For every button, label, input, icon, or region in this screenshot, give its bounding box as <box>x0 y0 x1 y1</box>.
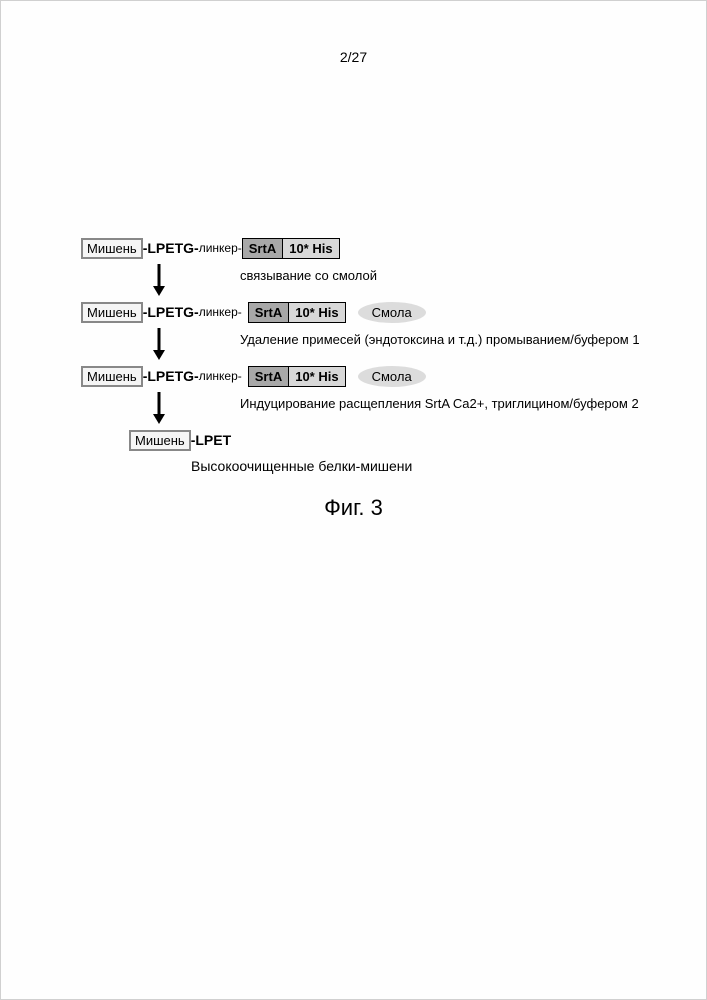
arrow-down-icon <box>149 392 169 426</box>
srta-box: SrtA <box>248 366 289 387</box>
srta-box: SrtA <box>248 302 289 323</box>
final-step-row: Мишень -LPET <box>81 426 641 454</box>
arrow-1-label: связывание со смолой <box>236 264 377 283</box>
his-box: 10* His <box>288 302 345 323</box>
arrow-2-row: Удаление примесей (эндотоксина и т.д.) п… <box>81 328 641 362</box>
step-3-row: Мишень -LPETG- линкер- SrtA 10* His Смол… <box>81 362 641 390</box>
resin-oval: Смола <box>358 302 426 323</box>
target-box: Мишень <box>81 238 143 259</box>
arrow-2-label: Удаление примесей (эндотоксина и т.д.) п… <box>236 328 640 347</box>
flowchart-diagram: Мишень -LPETG- линкер- SrtA 10* His связ… <box>81 234 641 474</box>
page-number: 2/27 <box>1 49 706 65</box>
target-box: Мишень <box>81 302 143 323</box>
linker-text: линкер- <box>199 241 242 255</box>
arrow-down-icon <box>149 264 169 298</box>
arrow-3-label: Индуцирование расщепления SrtA Ca2+, три… <box>236 392 639 411</box>
target-box: Мишень <box>81 366 143 387</box>
target-box: Мишень <box>129 430 191 451</box>
figure-caption: Фиг. 3 <box>1 495 706 521</box>
step-1-row: Мишень -LPETG- линкер- SrtA 10* His <box>81 234 641 262</box>
linker-text: линкер- <box>199 305 242 319</box>
final-product-label: Высокоочищенные белки-мишени <box>81 458 641 474</box>
his-box: 10* His <box>282 238 339 259</box>
resin-oval: Смола <box>358 366 426 387</box>
lpetg-text: -LPETG- <box>143 304 199 320</box>
srta-box: SrtA <box>242 238 283 259</box>
arrow-1-row: связывание со смолой <box>81 264 641 298</box>
page-frame: 2/27 Мишень -LPETG- линкер- SrtA 10* His… <box>0 0 707 1000</box>
his-box: 10* His <box>288 366 345 387</box>
step-2-row: Мишень -LPETG- линкер- SrtA 10* His Смол… <box>81 298 641 326</box>
arrow-down-icon <box>149 328 169 362</box>
lpetg-text: -LPETG- <box>143 240 199 256</box>
linker-text: линкер- <box>199 369 242 383</box>
lpetg-text: -LPETG- <box>143 368 199 384</box>
lpet-text: -LPET <box>191 432 231 448</box>
arrow-3-row: Индуцирование расщепления SrtA Ca2+, три… <box>81 392 641 426</box>
